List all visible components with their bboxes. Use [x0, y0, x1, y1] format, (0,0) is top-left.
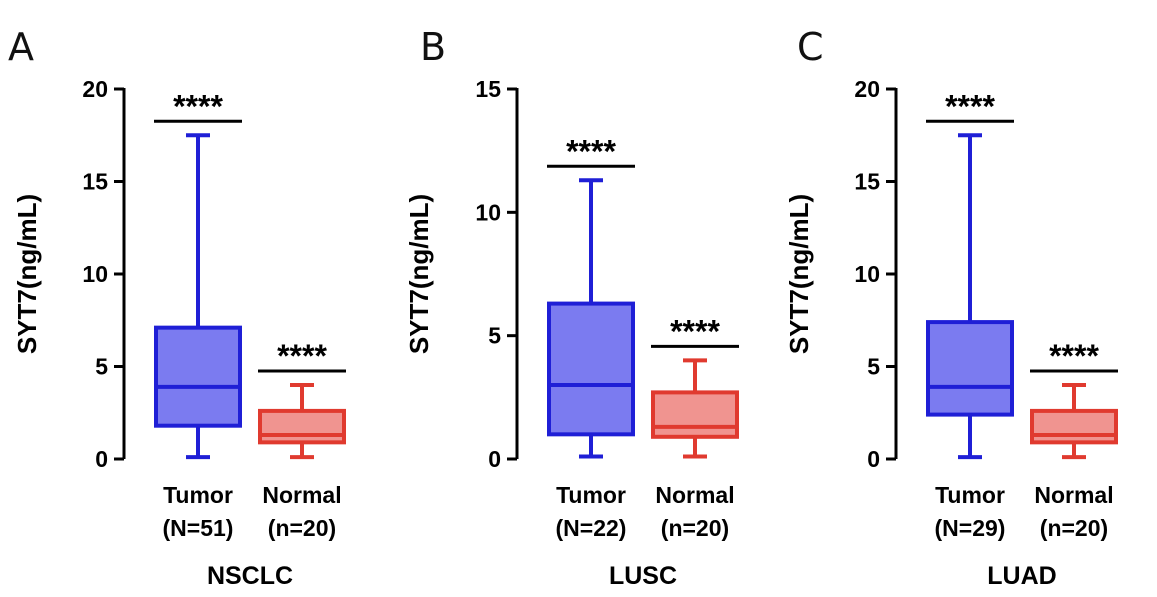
panel-a: A SYT7(ng/mL) 0 5 10 15 20 **** Tumor (N=51) **** N… — [8, 25, 346, 590]
category-label: Normal — [262, 482, 341, 508]
iqr-box — [926, 320, 1014, 417]
y-tick-label: 0 — [488, 446, 501, 472]
cohort-label: LUAD — [987, 562, 1056, 590]
panel-letter: C — [797, 25, 824, 69]
significance-stars: **** — [1049, 338, 1099, 374]
box-tumor: **** Tumor (N=22) — [547, 133, 635, 541]
significance-stars: **** — [277, 338, 327, 374]
panel-letter: A — [8, 25, 34, 69]
y-tick-label: 15 — [854, 169, 880, 195]
iqr-box — [547, 301, 635, 437]
category-n-label: (n=20) — [1040, 515, 1108, 541]
iqr-box — [154, 325, 242, 428]
y-tick-label: 0 — [867, 446, 880, 472]
box-normal: **** Normal (n=20) — [651, 313, 739, 541]
category-n-label: (N=22) — [556, 515, 627, 541]
y-tick-label: 0 — [95, 446, 108, 472]
y-tick-label: 20 — [82, 76, 108, 102]
significance-stars: **** — [173, 88, 223, 124]
category-n-label: (n=20) — [268, 515, 336, 541]
y-axis-title: SYT7(ng/mL) — [404, 194, 434, 354]
category-label: Normal — [1034, 482, 1113, 508]
panel-b: B SYT7(ng/mL) 0 5 10 15 **** Tumor (N=22) **** Nor… — [404, 25, 739, 590]
box-tumor: **** Tumor (N=51) — [154, 88, 242, 541]
significance-stars: **** — [566, 133, 616, 169]
category-n-label: (n=20) — [661, 515, 729, 541]
panel-c: C SYT7(ng/mL) 0 5 10 15 20 **** Tumor (N=29) **** N… — [784, 25, 1118, 590]
y-tick-label: 5 — [95, 354, 108, 380]
y-tick-label: 5 — [867, 354, 880, 380]
y-tick-label: 20 — [854, 76, 880, 102]
cohort-label: LUSC — [609, 562, 677, 590]
iqr-box — [651, 390, 739, 439]
cohort-label: NSCLC — [207, 562, 293, 590]
significance-stars: **** — [945, 88, 995, 124]
y-axis-title: SYT7(ng/mL) — [12, 194, 42, 354]
category-label: Tumor — [556, 482, 626, 508]
box-normal: **** Normal (n=20) — [258, 338, 346, 541]
y-tick-label: 10 — [82, 261, 108, 287]
y-tick-label: 10 — [475, 199, 501, 225]
category-label: Tumor — [163, 482, 233, 508]
category-label: Normal — [655, 482, 734, 508]
iqr-box — [1030, 408, 1118, 445]
category-label: Tumor — [935, 482, 1005, 508]
category-n-label: (N=29) — [935, 515, 1006, 541]
category-n-label: (N=51) — [163, 515, 234, 541]
y-tick-label: 15 — [82, 169, 108, 195]
panel-letter: B — [420, 25, 446, 69]
iqr-box — [258, 408, 346, 445]
y-tick-label: 15 — [475, 76, 501, 102]
y-tick-label: 10 — [854, 261, 880, 287]
y-axis-title: SYT7(ng/mL) — [784, 194, 814, 354]
box-tumor: **** Tumor (N=29) — [926, 88, 1014, 541]
y-tick-label: 5 — [488, 323, 501, 349]
significance-stars: **** — [670, 313, 720, 349]
box-normal: **** Normal (n=20) — [1030, 338, 1118, 541]
